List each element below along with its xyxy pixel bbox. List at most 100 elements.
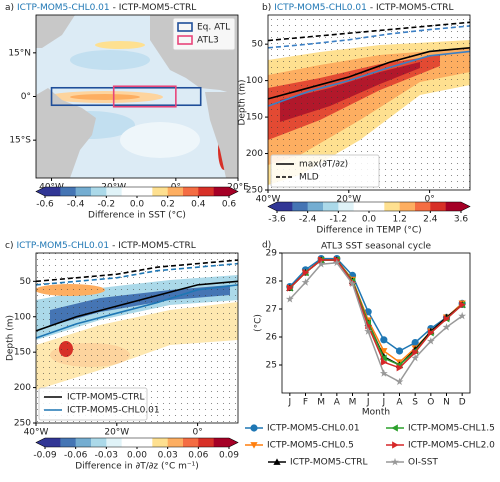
legend-label: ATL3 xyxy=(197,36,219,46)
legend-box xyxy=(38,387,148,421)
colorbar-segment xyxy=(353,202,370,211)
chart-title: ATL3 SST seasonal cycle xyxy=(321,242,432,252)
colorbar-segment xyxy=(75,438,92,447)
colorbar-tick-label: -0.2 xyxy=(98,200,116,210)
y-tick-label: 150 xyxy=(14,348,31,358)
colorbar-segment xyxy=(198,438,214,447)
colorbar-label: Difference in TEMP (°C) xyxy=(316,226,421,236)
colorbar-segment xyxy=(167,438,184,447)
panel-label: b) xyxy=(262,3,271,13)
marker xyxy=(380,348,388,355)
x-tick-label: 0° xyxy=(192,428,202,438)
colorbar-tick-label: 0.09 xyxy=(219,451,239,461)
marker xyxy=(380,354,387,362)
y-tick-label: 50 xyxy=(20,277,32,287)
legend-label: OI-SST xyxy=(408,458,438,468)
colorbar-segment xyxy=(106,187,122,196)
colorbar-segment xyxy=(292,202,308,211)
colorbar-tick-label: -2.4 xyxy=(299,215,317,225)
reference-name: - ICTP-MOM5-CTRL xyxy=(113,3,197,13)
legend-label: ICTP-MOM5-CHL0.01 xyxy=(267,424,360,434)
marker xyxy=(364,327,373,335)
colorbar-segment xyxy=(60,438,76,447)
series-line xyxy=(289,259,463,366)
colorbar-tick-label: 0.00 xyxy=(127,451,147,461)
x-tick-label: J xyxy=(366,398,370,408)
legend-label: ICTP-MOM5-CHL0.01 xyxy=(67,406,160,416)
colorbar-tick-label: -0.06 xyxy=(64,451,88,461)
x-tick-label: S xyxy=(412,398,418,408)
marker xyxy=(395,377,404,386)
y-tick-label: 0° xyxy=(21,92,31,102)
legend-label: max(∂T/∂z) xyxy=(299,160,348,170)
marker xyxy=(411,353,420,362)
marker xyxy=(458,311,467,320)
legend-box xyxy=(172,17,236,51)
y-tick-label: 25 xyxy=(266,361,277,371)
colorbar-tick-label: -1.2 xyxy=(330,215,348,225)
y-tick-label: 28 xyxy=(266,277,278,287)
marker xyxy=(250,442,258,449)
x-tick-label: 40°W xyxy=(256,195,281,205)
y-tick-label: 29 xyxy=(266,249,278,259)
colorbar-segment xyxy=(183,438,199,447)
colorbar-tick-label: 0.06 xyxy=(188,451,208,461)
marker xyxy=(443,315,451,323)
x-tick-label: M xyxy=(349,398,357,408)
experiment-name: ICTP-MOM5-CHL0.01 xyxy=(17,3,110,13)
marker xyxy=(379,369,388,377)
panel-title: a) ICTP-MOM5-CHL0.01- ICTP-MOM5-CTRL xyxy=(5,3,196,13)
experiment-name: ICTP-MOM5-CHL0.01 xyxy=(274,3,367,13)
colorbar-segment xyxy=(106,438,122,447)
panel-title: b) ICTP-MOM5-CHL0.01- ICTP-MOM5-CTRL xyxy=(262,3,454,13)
x-tick-label: F xyxy=(303,398,308,408)
y-tick-label: 250 xyxy=(14,419,31,429)
colorbar-segment xyxy=(323,202,339,211)
x-tick-label: 20°W xyxy=(104,428,129,438)
marker xyxy=(442,323,451,331)
depth-line xyxy=(267,50,471,107)
panel-label: c) xyxy=(5,241,13,251)
x-tick-label: 40°W xyxy=(24,428,49,438)
colorbar-tick-label: 0.4 xyxy=(191,200,206,210)
colorbar-extend-low xyxy=(36,187,45,196)
marker xyxy=(395,347,404,355)
legend-label: ICTP-MOM5-CTRL xyxy=(67,393,145,403)
colorbar-segment xyxy=(183,187,199,196)
colorbar-segment xyxy=(152,438,168,447)
y-axis-label: Depth (m) xyxy=(6,315,16,361)
y-tick-label: 100 xyxy=(246,76,263,86)
y-tick-label: 15°N xyxy=(8,48,31,58)
legend-swatch xyxy=(177,35,193,45)
depth-line xyxy=(35,280,239,332)
colorbar-extend-low xyxy=(36,438,45,447)
x-tick-label: J xyxy=(288,398,292,408)
marker xyxy=(392,441,399,449)
colorbar-segment xyxy=(75,187,92,196)
colorbar-segment xyxy=(213,438,230,447)
y-tick-label: 250 xyxy=(246,186,263,196)
colorbar-segment xyxy=(137,438,153,447)
colorbar-segment xyxy=(213,187,230,196)
region-box xyxy=(50,86,202,107)
colorbar-tick-label: 0.2 xyxy=(161,200,175,210)
colorbar-tick-label: 0.0 xyxy=(362,215,377,225)
colorbar-tick-label: -0.4 xyxy=(67,200,85,210)
colorbar-label: Difference in ∂T/∂z (°C m⁻¹) xyxy=(75,462,199,472)
colorbar-segment xyxy=(384,202,400,211)
panel-label: a) xyxy=(5,3,14,13)
depth-line xyxy=(267,47,471,100)
marker xyxy=(396,364,404,372)
colorbar-segment xyxy=(45,187,61,196)
marker xyxy=(391,457,399,466)
plot-frame xyxy=(35,252,239,424)
y-axis-label: (°C) xyxy=(254,314,264,332)
y-tick-label: 150 xyxy=(246,113,263,123)
x-tick-label: D xyxy=(459,398,466,408)
y-tick-label: 200 xyxy=(246,149,263,159)
y-tick-label: 100 xyxy=(14,312,31,322)
colorbar-tick-label: 2.4 xyxy=(423,215,438,225)
x-tick-label: A xyxy=(396,398,403,408)
region-box xyxy=(112,85,177,108)
